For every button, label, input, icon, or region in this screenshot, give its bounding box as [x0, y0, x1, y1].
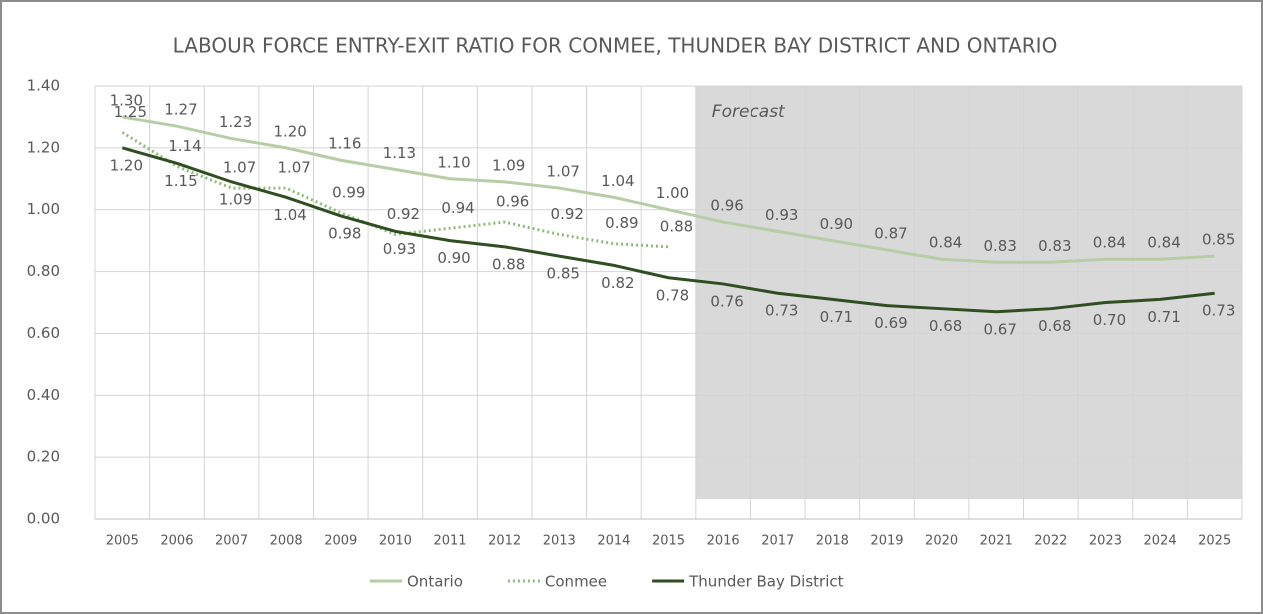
- series-line: [122, 115, 1215, 264]
- data-label: 0.82: [601, 274, 634, 292]
- x-tick-label: 2022: [1034, 534, 1067, 549]
- data-label: 1.25: [114, 103, 147, 121]
- data-label: 1.07: [277, 159, 310, 177]
- data-label: 0.69: [874, 314, 907, 332]
- data-label: 1.27: [164, 101, 197, 119]
- data-label: 1.20: [273, 122, 306, 140]
- data-label: 1.16: [328, 135, 361, 153]
- data-label: 0.84: [1093, 234, 1126, 252]
- x-tick-label: 2007: [215, 534, 248, 549]
- data-label: 0.84: [929, 234, 962, 252]
- data-label: 0.94: [441, 199, 474, 217]
- y-tick-label: 0.00: [27, 510, 60, 528]
- x-tick-label: 2006: [160, 534, 193, 549]
- x-tick-label: 2018: [816, 534, 849, 549]
- x-tick-label: 2020: [925, 534, 958, 549]
- data-label: 0.71: [1147, 308, 1180, 326]
- legend-label: Conmee: [545, 573, 607, 591]
- data-label: 0.98: [328, 224, 361, 242]
- data-label: 1.07: [547, 163, 580, 181]
- x-tick-label: 2015: [652, 534, 685, 549]
- y-tick-label: 0.80: [27, 262, 60, 280]
- y-tick-label: 0.60: [27, 324, 60, 342]
- x-tick-label: 2019: [870, 534, 903, 549]
- data-label: 0.89: [605, 214, 638, 232]
- data-label: 0.67: [984, 320, 1017, 338]
- data-label: 0.70: [1093, 311, 1126, 329]
- x-tick-label: 2024: [1144, 534, 1177, 549]
- data-label: 0.68: [1038, 317, 1071, 335]
- x-tick-label: 2013: [543, 534, 576, 549]
- data-label: 1.07: [223, 159, 256, 177]
- data-label: 1.04: [273, 206, 306, 224]
- data-label: 0.93: [765, 206, 798, 224]
- data-label: 0.78: [656, 286, 689, 304]
- y-tick-label: 1.20: [27, 138, 60, 156]
- data-label: 0.88: [492, 255, 525, 273]
- data-label: 0.85: [547, 265, 580, 283]
- data-label: 1.30: [110, 91, 143, 109]
- x-tick-label: 2010: [379, 534, 412, 549]
- data-label: 0.92: [387, 205, 420, 223]
- y-tick-label: 1.00: [27, 200, 60, 218]
- data-label: 0.90: [437, 249, 470, 267]
- series-line: [121, 131, 669, 249]
- data-label: 0.92: [551, 205, 584, 223]
- annotation: Forecast: [712, 102, 786, 122]
- x-tick-label: 2023: [1089, 534, 1122, 549]
- x-tick-label: 2012: [488, 534, 521, 549]
- x-tick-label: 2021: [980, 534, 1013, 549]
- data-label: 0.99: [332, 183, 365, 201]
- y-tick-label: 0.20: [27, 448, 60, 466]
- data-label: 1.14: [168, 137, 201, 155]
- data-label: 1.23: [219, 113, 252, 131]
- y-tick-label: 1.40: [27, 77, 60, 95]
- legend-label: Ontario: [407, 573, 463, 591]
- chart-title: LABOUR FORCE ENTRY-EXIT RATIO FOR CONMEE…: [173, 34, 1058, 58]
- data-label: 0.96: [496, 193, 529, 211]
- data-label: 1.09: [492, 156, 525, 174]
- data-label: 0.83: [1038, 237, 1071, 255]
- x-tick-label: 2009: [324, 534, 357, 549]
- x-tick-label: 2025: [1198, 534, 1231, 549]
- data-label: 0.76: [710, 292, 743, 310]
- data-label: 1.00: [656, 184, 689, 202]
- y-tick-label: 0.40: [27, 386, 60, 404]
- data-label: 0.87: [874, 224, 907, 242]
- data-label: 0.68: [929, 317, 962, 335]
- data-label: 0.73: [1202, 302, 1235, 320]
- data-label: 0.90: [820, 215, 853, 233]
- x-tick-label: 2005: [106, 534, 139, 549]
- data-label: 0.84: [1147, 234, 1180, 252]
- data-label: 0.83: [984, 237, 1017, 255]
- data-label: 0.93: [383, 240, 416, 258]
- data-label: 1.15: [164, 172, 197, 190]
- data-label: 1.09: [219, 190, 252, 208]
- data-label: 0.96: [710, 197, 743, 215]
- data-label: 1.20: [110, 156, 143, 174]
- x-tick-label: 2008: [270, 534, 303, 549]
- x-tick-label: 2014: [597, 534, 630, 549]
- data-label: 0.73: [765, 302, 798, 320]
- x-tick-label: 2016: [707, 534, 740, 549]
- legend-label: Thunder Bay District: [688, 573, 843, 591]
- data-label: 1.13: [383, 144, 416, 162]
- x-tick-label: 2017: [761, 534, 794, 549]
- data-label: 0.71: [820, 308, 853, 326]
- data-label: 1.04: [601, 172, 634, 190]
- data-label: 0.88: [660, 217, 693, 235]
- data-label: 1.10: [437, 153, 470, 171]
- x-tick-label: 2011: [433, 534, 466, 549]
- data-label: 0.85: [1202, 231, 1235, 249]
- series-line: [121, 146, 1215, 314]
